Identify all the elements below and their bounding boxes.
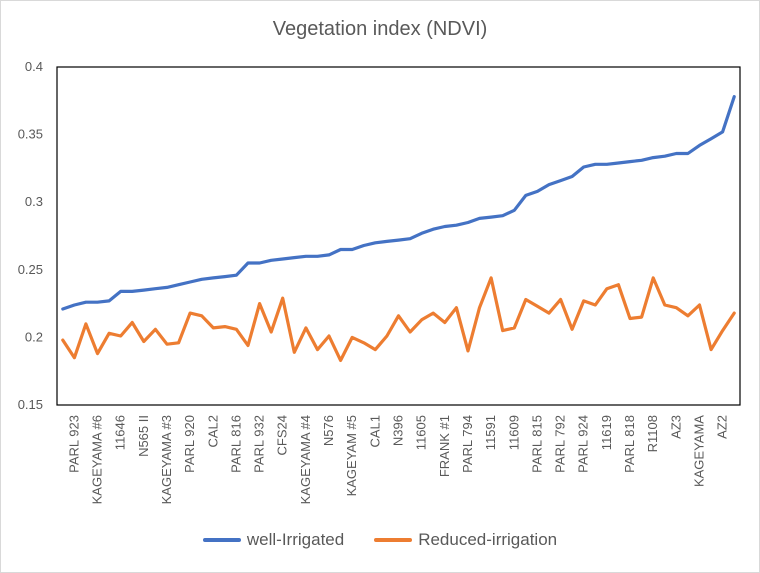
- x-tick-label: KAGEYAM #5: [344, 415, 359, 496]
- legend-item-reduced-irrigation: Reduced-irrigation: [374, 530, 557, 550]
- legend-swatch-reduced-irrigation: [374, 538, 413, 542]
- y-tick-label: 0.4: [25, 59, 43, 74]
- x-tick-label: PARL 924: [576, 415, 591, 473]
- y-tick-label: 0.35: [18, 127, 43, 142]
- x-tick-label: AZ2: [715, 415, 730, 439]
- x-tick-label: 11609: [506, 415, 521, 450]
- x-tick-label: PARL 815: [529, 415, 544, 473]
- y-tick-label: 0.25: [18, 262, 43, 277]
- x-tick-label: 11646: [113, 415, 128, 450]
- x-tick-label: KAGEYAMA #6: [90, 415, 105, 504]
- x-tick-label: CFS24: [275, 415, 290, 455]
- legend-swatch-well-irrigated: [202, 538, 241, 542]
- x-tick-label: 11619: [599, 415, 614, 450]
- x-tick-label: 11605: [414, 415, 429, 450]
- series-points-well-irrigated: [61, 95, 735, 310]
- x-tick-label: AZ3: [668, 415, 683, 439]
- x-tick-label: N565 II: [136, 415, 151, 457]
- y-tick-label: 0.15: [18, 397, 43, 412]
- x-tick-label: PARL 920: [182, 415, 197, 473]
- x-tick-label: PARL 792: [553, 415, 568, 473]
- legend-label-well-irrigated: well-Irrigated: [246, 530, 345, 549]
- x-tick-label: N576: [321, 415, 336, 446]
- x-tick-label: KAGEYAMA: [691, 415, 706, 487]
- chart-title: Vegetation index (NDVI): [272, 18, 488, 40]
- series-line-reduced-irrigation: [61, 276, 736, 362]
- x-tick-label: PARL 923: [66, 415, 81, 473]
- x-tick-label: 11591: [483, 415, 498, 450]
- x-tick-label: PARL 794: [460, 415, 475, 473]
- legend-label-reduced-irrigation: Reduced-irrigation: [418, 530, 558, 549]
- plot-area-border: [56, 66, 741, 406]
- series-line-well-irrigated: [61, 95, 736, 311]
- x-tick-label: R1108: [645, 415, 660, 452]
- x-tick-label: CAL1: [367, 415, 382, 448]
- x-tick-label: N396: [391, 415, 406, 446]
- x-tick-label: PARL 818: [622, 415, 637, 473]
- legend: well-Irrigated Reduced-irrigation: [0, 530, 760, 550]
- x-tick-label: PARL 816: [228, 415, 243, 473]
- y-tick-label: 0.3: [25, 194, 43, 209]
- x-tick-label: CAL2: [205, 415, 220, 448]
- x-tick-label: KAGEYAMA #4: [298, 415, 313, 504]
- legend-item-well-irrigated: well-Irrigated: [202, 530, 345, 550]
- y-tick-label: 0.2: [25, 329, 43, 344]
- x-tick-label: FRANK #1: [437, 415, 452, 477]
- x-tick-label: KAGEYAMA #3: [159, 415, 174, 504]
- x-tick-label: PARL 932: [252, 415, 267, 473]
